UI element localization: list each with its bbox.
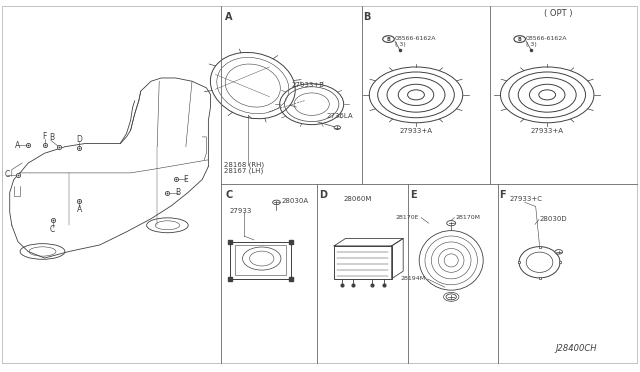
Text: B: B [364,12,371,22]
Text: 08566-6162A: 08566-6162A [526,36,568,41]
Bar [230,242,291,279]
Text: E: E [183,175,188,184]
Text: A: A [225,12,233,22]
Text: J28400CH: J28400CH [555,344,596,353]
Circle shape [514,36,525,42]
Text: ( OPT ): ( OPT ) [545,9,573,18]
Circle shape [383,36,394,42]
Text: C: C [5,170,10,179]
Text: F: F [42,132,47,141]
Text: F: F [499,190,506,201]
Circle shape [447,221,456,226]
Bar [334,246,392,279]
Text: B: B [175,188,180,197]
Text: A: A [77,205,82,214]
Text: 28170E: 28170E [396,215,419,220]
Text: 2736LA: 2736LA [326,113,353,119]
Text: ( 3): ( 3) [526,42,537,47]
Circle shape [555,250,563,254]
Text: 28168 (RH): 28168 (RH) [224,161,264,168]
Text: 27933+A: 27933+A [399,128,433,134]
Circle shape [446,294,456,300]
Text: 08566-6162A: 08566-6162A [395,36,436,41]
Text: 27933: 27933 [229,208,252,214]
Text: 28060M: 28060M [344,196,372,202]
Text: B: B [49,133,54,142]
Text: 27933+B: 27933+B [292,82,325,88]
Text: ( 3): ( 3) [395,42,406,47]
Text: B: B [387,36,390,42]
Text: C: C [225,190,232,201]
Text: 27933+A: 27933+A [531,128,564,134]
Circle shape [334,126,340,129]
Text: 28030D: 28030D [540,216,567,222]
Text: E: E [410,190,417,201]
Circle shape [273,200,280,205]
Text: C: C [50,225,56,234]
Text: B: B [518,36,522,42]
Text: 28194M: 28194M [401,276,426,282]
Text: 28167 (LH): 28167 (LH) [224,168,263,174]
Text: D: D [76,135,83,144]
Text: 28030A: 28030A [282,198,308,204]
Text: A: A [15,141,20,150]
Text: 28170M: 28170M [456,215,481,220]
Text: 27933+C: 27933+C [509,196,543,202]
Text: D: D [319,190,327,201]
Bar [236,245,285,275]
